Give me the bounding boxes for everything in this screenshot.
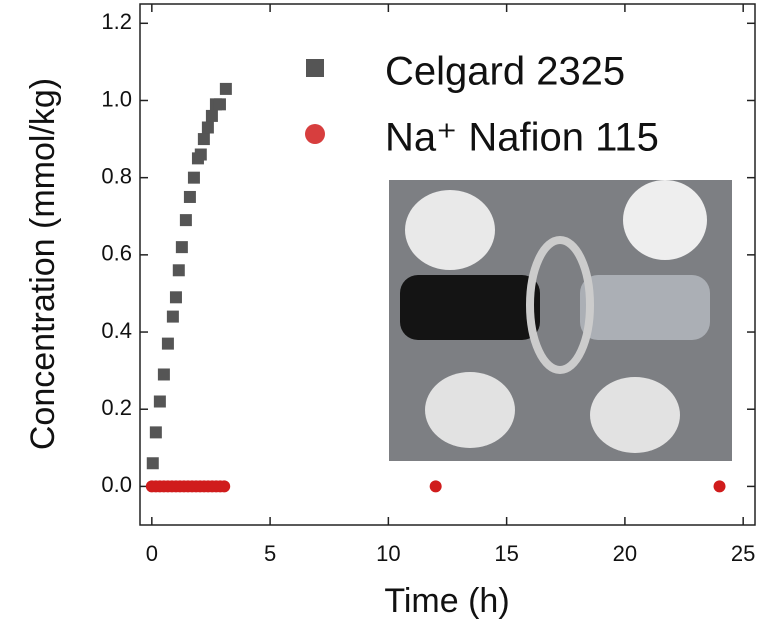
point — [213, 98, 226, 111]
photo-cap — [590, 377, 680, 453]
y-tick-label: 0.4 — [101, 318, 132, 343]
photo-dark-cell — [400, 275, 540, 340]
point — [175, 241, 188, 254]
y-axis-label: Concentration (mmol/kg) — [24, 78, 62, 450]
point — [179, 214, 192, 227]
point — [166, 310, 179, 323]
legend-label: Celgard 2325 — [385, 50, 625, 94]
point — [183, 190, 196, 203]
point — [197, 133, 210, 146]
y-tick-label: 1.0 — [101, 86, 132, 111]
x-tick-label: 5 — [264, 541, 276, 566]
x-tick-label: 15 — [494, 541, 518, 566]
point — [149, 426, 162, 439]
plot-frame — [139, 3, 756, 526]
legend-marker — [305, 124, 325, 144]
point — [187, 171, 200, 184]
point — [157, 368, 170, 381]
point — [169, 291, 182, 304]
point — [205, 109, 218, 122]
point — [161, 337, 174, 350]
point — [429, 480, 442, 493]
x-tick-label: 0 — [146, 541, 158, 566]
y-tick-label: 0.2 — [101, 395, 132, 420]
photo-cap — [623, 180, 707, 260]
point — [219, 82, 232, 95]
x-axis-label: Time (h) — [384, 582, 509, 620]
y-tick-label: 0.8 — [101, 163, 132, 188]
photo-clear-cell — [580, 275, 710, 340]
point — [201, 121, 214, 134]
x-tick-label: 20 — [613, 541, 637, 566]
y-tick-label: 1.2 — [101, 9, 132, 34]
point — [713, 480, 726, 493]
legend-marker — [306, 59, 324, 77]
point — [172, 264, 185, 277]
x-tick-label: 25 — [731, 541, 755, 566]
point — [146, 457, 159, 470]
photo-cap — [405, 190, 495, 270]
y-tick-label: 0.0 — [101, 472, 132, 497]
point — [218, 480, 231, 493]
photo-cap — [425, 372, 515, 448]
inset-photo — [389, 180, 732, 461]
legend-label: Na⁺ Nafion 115 — [385, 116, 659, 160]
point — [153, 395, 166, 408]
y-tick-label: 0.6 — [101, 241, 132, 266]
x-tick-label: 10 — [376, 541, 400, 566]
photo-clamp — [526, 236, 594, 374]
point — [194, 148, 207, 161]
